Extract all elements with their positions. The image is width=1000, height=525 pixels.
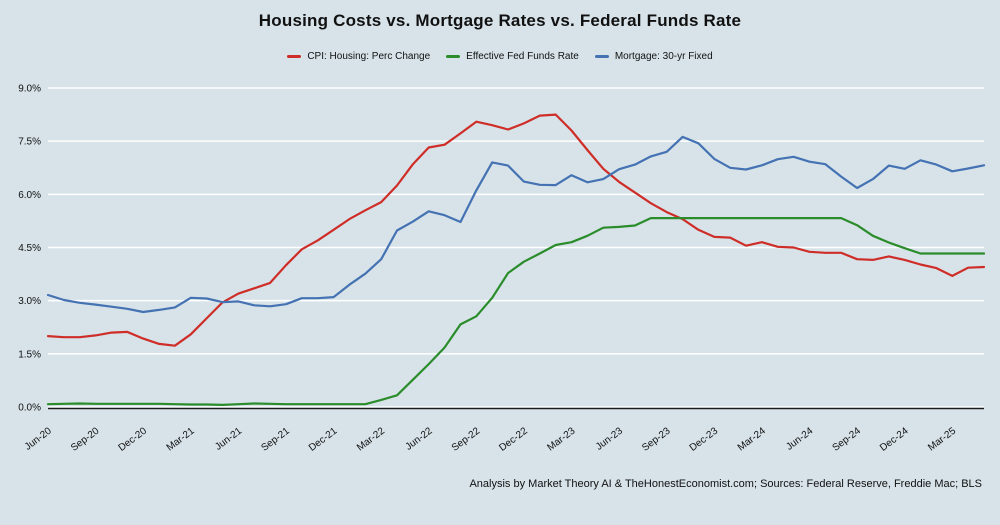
legend-label-cpi-housing: CPI: Housing: Perc Change: [307, 51, 431, 62]
x-tick-label: Dec-23: [688, 425, 721, 453]
legend: CPI: Housing: Perc Change Effective Fed …: [0, 51, 1000, 62]
x-tick-label: Mar-22: [355, 425, 387, 453]
x-tick-label: Sep-24: [831, 425, 864, 453]
attribution-text: Analysis by Market Theory AI & TheHonest…: [469, 478, 982, 490]
chart-title: Housing Costs vs. Mortgage Rates vs. Fed…: [258, 11, 742, 30]
series-line-fed-funds: [46, 217, 986, 406]
y-tick-label: 7.5%: [18, 137, 41, 148]
legend-label-fed-funds: Effective Fed Funds Rate: [466, 51, 579, 62]
y-tick-label: 3.0%: [18, 296, 41, 307]
y-tick-label: 0.0%: [18, 403, 41, 414]
series-line-mortgage: [46, 135, 986, 314]
x-tick-label: Jun-20: [23, 425, 54, 452]
x-tick-label: Jun-22: [404, 425, 435, 452]
legend-label-mortgage: Mortgage: 30-yr Fixed: [614, 51, 713, 62]
x-tick-label: Jun-24: [784, 425, 815, 452]
x-tick-label: Sep-21: [259, 425, 292, 453]
x-tick-label: Jun-21: [213, 425, 244, 452]
x-tick-label: Sep-22: [450, 425, 483, 453]
x-tick-label: Sep-20: [69, 425, 102, 453]
legend-item-mortgage: Mortgage: 30-yr Fixed: [594, 51, 713, 62]
x-tick-label: Mar-21: [165, 425, 197, 453]
x-tick-label: Dec-21: [307, 425, 340, 453]
legend-swatch-red-icon: [287, 55, 302, 58]
x-tick-label: Dec-20: [117, 425, 150, 453]
y-tick-label: 9.0%: [18, 84, 41, 95]
x-tick-label: Mar-25: [926, 425, 958, 453]
legend-item-cpi-housing: CPI: Housing: Perc Change: [287, 51, 430, 62]
series-line-cpi-housing: [46, 113, 986, 347]
legend-swatch-blue-icon: [594, 55, 609, 58]
x-tick-label: Dec-24: [878, 425, 911, 453]
x-tick-label: Jun-23: [594, 425, 625, 452]
x-tick-label: Mar-24: [736, 425, 768, 453]
y-tick-label: 6.0%: [18, 190, 41, 201]
x-tick-label: Sep-23: [640, 425, 673, 453]
legend-swatch-green-icon: [446, 55, 461, 58]
y-tick-label: 1.5%: [18, 349, 41, 360]
x-tick-label: Dec-22: [497, 425, 530, 453]
legend-item-fed-funds: Effective Fed Funds Rate: [446, 51, 579, 62]
x-tick-label: Mar-23: [545, 425, 577, 453]
y-tick-label: 4.5%: [18, 243, 41, 254]
